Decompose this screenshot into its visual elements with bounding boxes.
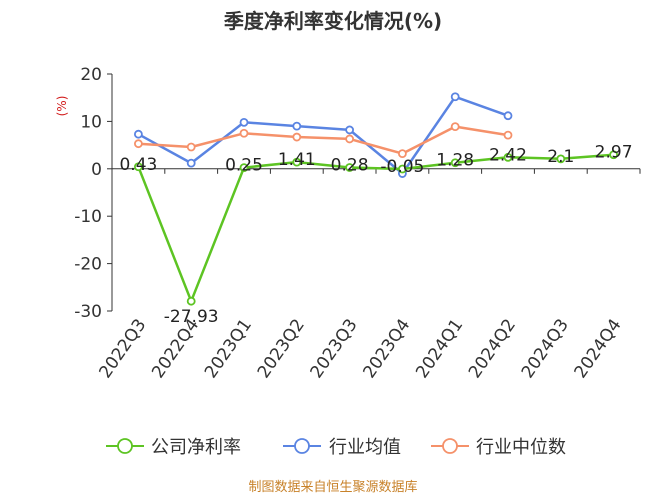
data-point	[186, 158, 196, 168]
data-point	[503, 152, 513, 162]
y-tick-label: -10	[74, 207, 102, 227]
data-point	[239, 117, 249, 127]
chart-title: 季度净利率变化情况(%)	[223, 9, 442, 33]
y-tick-label: 20	[80, 65, 102, 85]
data-point	[397, 164, 407, 174]
data-point	[133, 129, 143, 139]
data-point	[397, 149, 407, 159]
series-layer	[133, 92, 618, 306]
data-label: 2.42	[489, 145, 527, 165]
y-axis-label: (%)	[55, 96, 69, 117]
x-tick-label: 2024Q3	[518, 315, 573, 382]
data-label: 1.41	[278, 150, 316, 170]
x-tick-label: 2023Q3	[307, 315, 362, 382]
axes: 20100-10-20-302022Q32022Q42023Q12023Q220…	[74, 65, 641, 382]
data-label: 0.25	[225, 156, 263, 176]
x-tick-label: 2023Q4	[359, 315, 414, 382]
legend-marker-1	[294, 438, 310, 454]
data-point	[503, 130, 513, 140]
data-label: 0.43	[119, 155, 157, 175]
data-point	[450, 92, 460, 102]
data-point	[345, 125, 355, 135]
data-point	[133, 162, 143, 172]
x-tick-label: 2023Q2	[254, 315, 309, 382]
source-note: 制图数据来自恒生聚源数据库	[248, 479, 417, 495]
data-point	[239, 128, 249, 138]
x-tick-label: 2024Q4	[571, 315, 626, 382]
legend: 公司净利率 行业均值 行业中位数	[106, 437, 566, 458]
data-point	[345, 134, 355, 144]
legend-label-0: 公司净利率	[151, 437, 241, 458]
x-tick-label: 2024Q2	[465, 315, 520, 382]
data-label: 2.97	[595, 143, 633, 163]
legend-label-2: 行业中位数	[476, 437, 566, 458]
data-point	[450, 122, 460, 132]
data-point	[292, 132, 302, 142]
data-label: 2.1	[547, 147, 574, 167]
data-label: -27.93	[164, 307, 219, 327]
y-tick-label: -30	[74, 302, 102, 322]
series-line-2	[138, 125, 509, 155]
data-point	[133, 139, 143, 149]
data-point	[450, 158, 460, 168]
data-point	[503, 111, 513, 121]
series-line-0	[137, 153, 614, 303]
legend-marker-2	[442, 438, 458, 454]
y-tick-label: 10	[80, 112, 102, 132]
y-tick-label: -20	[74, 255, 102, 275]
legend-label-1: 行业均值	[329, 437, 401, 458]
data-point	[186, 142, 196, 152]
data-labels: 0.43 -27.93 0.25 1.41 0.28 -0.05 1.28 2.42 2.1 2.…	[119, 143, 632, 327]
data-point	[609, 150, 618, 160]
data-label: 0.28	[331, 155, 369, 175]
data-label: -0.05	[380, 157, 424, 177]
legend-marker-0	[117, 438, 133, 454]
x-tick-label: 2022Q3	[95, 315, 150, 382]
data-point	[345, 163, 355, 172]
y-tick-label: 0	[91, 160, 102, 180]
series-line-1	[137, 95, 509, 175]
data-point	[239, 163, 249, 173]
data-point	[292, 121, 302, 131]
x-tick-label: 2024Q1	[412, 315, 467, 382]
data-point	[556, 154, 566, 164]
data-point	[186, 296, 196, 306]
data-label: 1.28	[436, 151, 474, 171]
data-point	[292, 157, 302, 167]
